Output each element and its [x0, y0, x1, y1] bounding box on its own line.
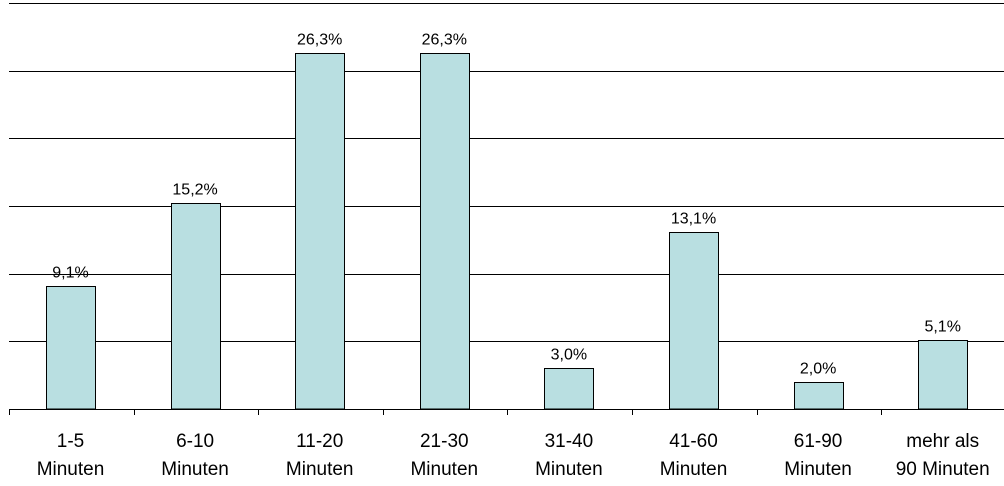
data-label: 13,1%	[671, 211, 716, 228]
bars	[46, 53, 968, 410]
category-label: 11-20	[296, 431, 343, 452]
category-label: Minuten	[161, 459, 229, 480]
category-labels: 1-5 Minuten 6-10 Minuten 11-20 Minuten 21-30 Mi…	[37, 431, 990, 480]
category-label: 6-10	[176, 431, 214, 452]
category-label: 90 Minuten	[896, 459, 990, 480]
category-label: mehr als	[906, 431, 979, 452]
category-label: 1-5	[57, 431, 84, 452]
data-label: 3,0%	[551, 347, 587, 364]
bar	[420, 53, 470, 410]
category-label: Minuten	[37, 459, 105, 480]
data-label: 26,3%	[297, 32, 342, 49]
category-label: 61-90	[794, 431, 843, 452]
gridlines	[9, 3, 1004, 342]
category-label: Minuten	[660, 459, 728, 480]
data-labels: 9,1% 15,2% 26,3% 26,3% 3,0% 13,1% 2,0% 5,1%	[52, 32, 961, 378]
x-axis	[9, 409, 1004, 415]
data-label: 15,2%	[172, 182, 217, 199]
bar	[669, 232, 719, 410]
category-label: Minuten	[535, 459, 603, 480]
bar	[544, 368, 594, 410]
category-label: 41-60	[669, 431, 718, 452]
category-label: Minuten	[784, 459, 852, 480]
bar	[295, 53, 345, 410]
bar	[918, 340, 968, 410]
data-label: 5,1%	[924, 319, 960, 336]
data-label: 26,3%	[422, 32, 467, 49]
category-label: 31-40	[545, 431, 594, 452]
category-label: 21-30	[420, 431, 469, 452]
data-label: 2,0%	[800, 361, 836, 378]
category-label: Minuten	[410, 459, 478, 480]
data-label: 9,1%	[52, 265, 88, 282]
bar	[171, 203, 221, 410]
category-label: Minuten	[286, 459, 354, 480]
bar	[794, 382, 844, 410]
bar	[46, 286, 96, 410]
